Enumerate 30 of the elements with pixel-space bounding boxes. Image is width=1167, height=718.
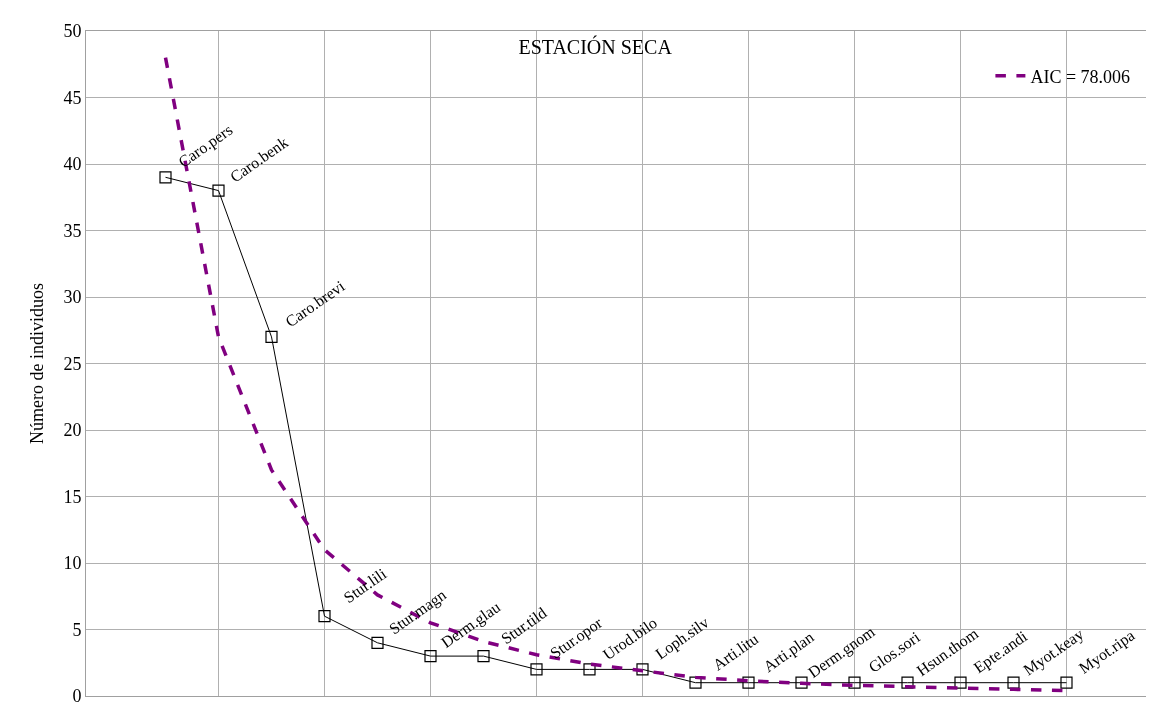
- point: [477, 650, 490, 663]
- y-axis-title: Número de individuos: [26, 283, 47, 444]
- chart-title: ESTACIÓN SECA: [518, 34, 673, 58]
- point: [318, 610, 331, 623]
- y-tick-label: 25: [63, 353, 82, 374]
- point: [1060, 676, 1073, 689]
- y-tick-label: 0: [72, 686, 82, 707]
- legend-label: AIC = 78.006: [1030, 66, 1131, 87]
- point: [636, 663, 649, 676]
- point: [689, 676, 702, 689]
- point: [583, 663, 596, 676]
- y-tick-label: 5: [72, 619, 82, 640]
- y-tick-label: 15: [63, 486, 82, 507]
- y-tick-label: 50: [63, 21, 82, 42]
- point: [954, 676, 967, 689]
- y-tick-label: 40: [63, 154, 82, 175]
- y-tick-label: 30: [63, 287, 82, 308]
- point: [159, 171, 172, 184]
- y-tick-label: 10: [63, 553, 82, 574]
- point: [795, 676, 808, 689]
- point: [424, 650, 437, 663]
- point: [742, 676, 755, 689]
- point: [212, 184, 225, 197]
- point: [530, 663, 543, 676]
- point: [1007, 676, 1020, 689]
- y-tick-label: 45: [63, 87, 82, 108]
- y-tick-label: 35: [63, 220, 82, 241]
- point: [265, 330, 278, 343]
- y-tick-label: 20: [63, 420, 82, 441]
- point: [371, 636, 384, 649]
